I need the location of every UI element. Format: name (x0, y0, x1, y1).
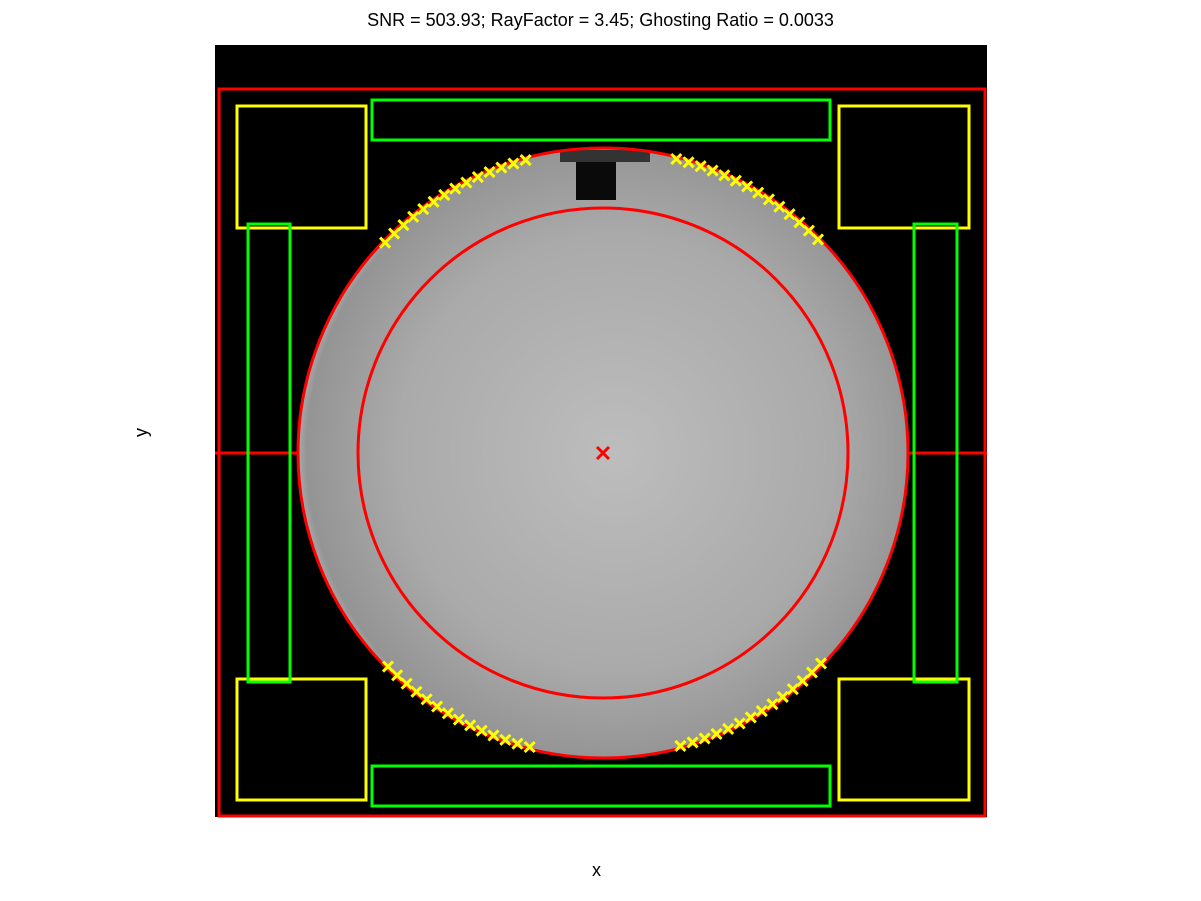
edge-marker (407, 210, 420, 223)
edge-marker (741, 180, 754, 193)
phantom-notch-top (560, 150, 650, 162)
edge-marker (441, 707, 454, 720)
edge-marker (378, 236, 392, 249)
edge-marker (773, 200, 786, 213)
edge-markers (378, 152, 828, 754)
edge-marker (786, 683, 799, 696)
ghost-roi-top (370, 98, 832, 142)
edge-marker (674, 739, 687, 753)
phantom-boundary-circle (296, 146, 910, 760)
edge-marker (381, 660, 395, 673)
edge-marker (762, 193, 775, 206)
edge-marker (793, 216, 806, 229)
edge-marker (722, 722, 735, 735)
edge-marker (487, 729, 500, 742)
edge-marker (427, 195, 440, 208)
edge-marker (391, 669, 404, 682)
edge-marker (752, 186, 765, 199)
x-axis-label: x (592, 860, 601, 880)
edge-marker (729, 174, 742, 187)
noise-roi-top-left (235, 104, 368, 230)
edge-marker (694, 160, 707, 173)
edge-marker (698, 732, 711, 745)
edge-marker (471, 171, 484, 184)
edge-marker (400, 677, 413, 690)
edge-marker (420, 693, 433, 706)
edge-marker (718, 169, 731, 182)
edge-marker (387, 227, 401, 240)
edge-marker (802, 224, 815, 237)
edge-marker (523, 740, 536, 754)
edge-marker (452, 713, 465, 726)
edge-marker (776, 690, 789, 703)
edge-marker (686, 736, 699, 749)
edge-marker (499, 733, 512, 746)
edge-marker (417, 203, 430, 216)
ghost-roi-right (912, 222, 959, 684)
edge-marker (397, 218, 410, 232)
edge-marker (811, 233, 825, 246)
edge-marker (410, 685, 423, 698)
noise-roi-bottom-right (837, 677, 971, 802)
edge-marker (507, 157, 520, 170)
edge-marker (449, 182, 462, 195)
edge-marker (670, 152, 683, 166)
edge-marker (796, 674, 809, 688)
signal-roi-circle (356, 206, 850, 700)
edge-marker (464, 719, 477, 732)
edge-marker (783, 208, 796, 221)
edge-marker (475, 724, 488, 737)
edge-marker (744, 711, 757, 724)
edge-marker (766, 698, 779, 711)
edge-marker (710, 727, 723, 740)
center-marker (595, 445, 611, 461)
ghost-roi-left (246, 222, 292, 684)
edge-marker (519, 153, 532, 167)
edge-marker (431, 700, 444, 713)
edge-marker (438, 188, 451, 201)
noise-roi-top-right (837, 104, 971, 230)
edge-marker (483, 166, 496, 179)
figure-title: SNR = 503.93; RayFactor = 3.45; Ghosting… (367, 10, 834, 30)
edge-marker (733, 717, 746, 730)
noise-roi-bottom-left (235, 677, 368, 802)
edge-marker (460, 176, 473, 189)
edge-marker (495, 161, 508, 174)
edge-marker (706, 164, 719, 177)
edge-marker (814, 657, 828, 670)
edge-marker (511, 737, 524, 750)
edge-marker (805, 666, 819, 679)
edge-marker (755, 705, 768, 718)
edge-marker (682, 156, 695, 169)
ghost-roi-bottom (370, 764, 832, 808)
